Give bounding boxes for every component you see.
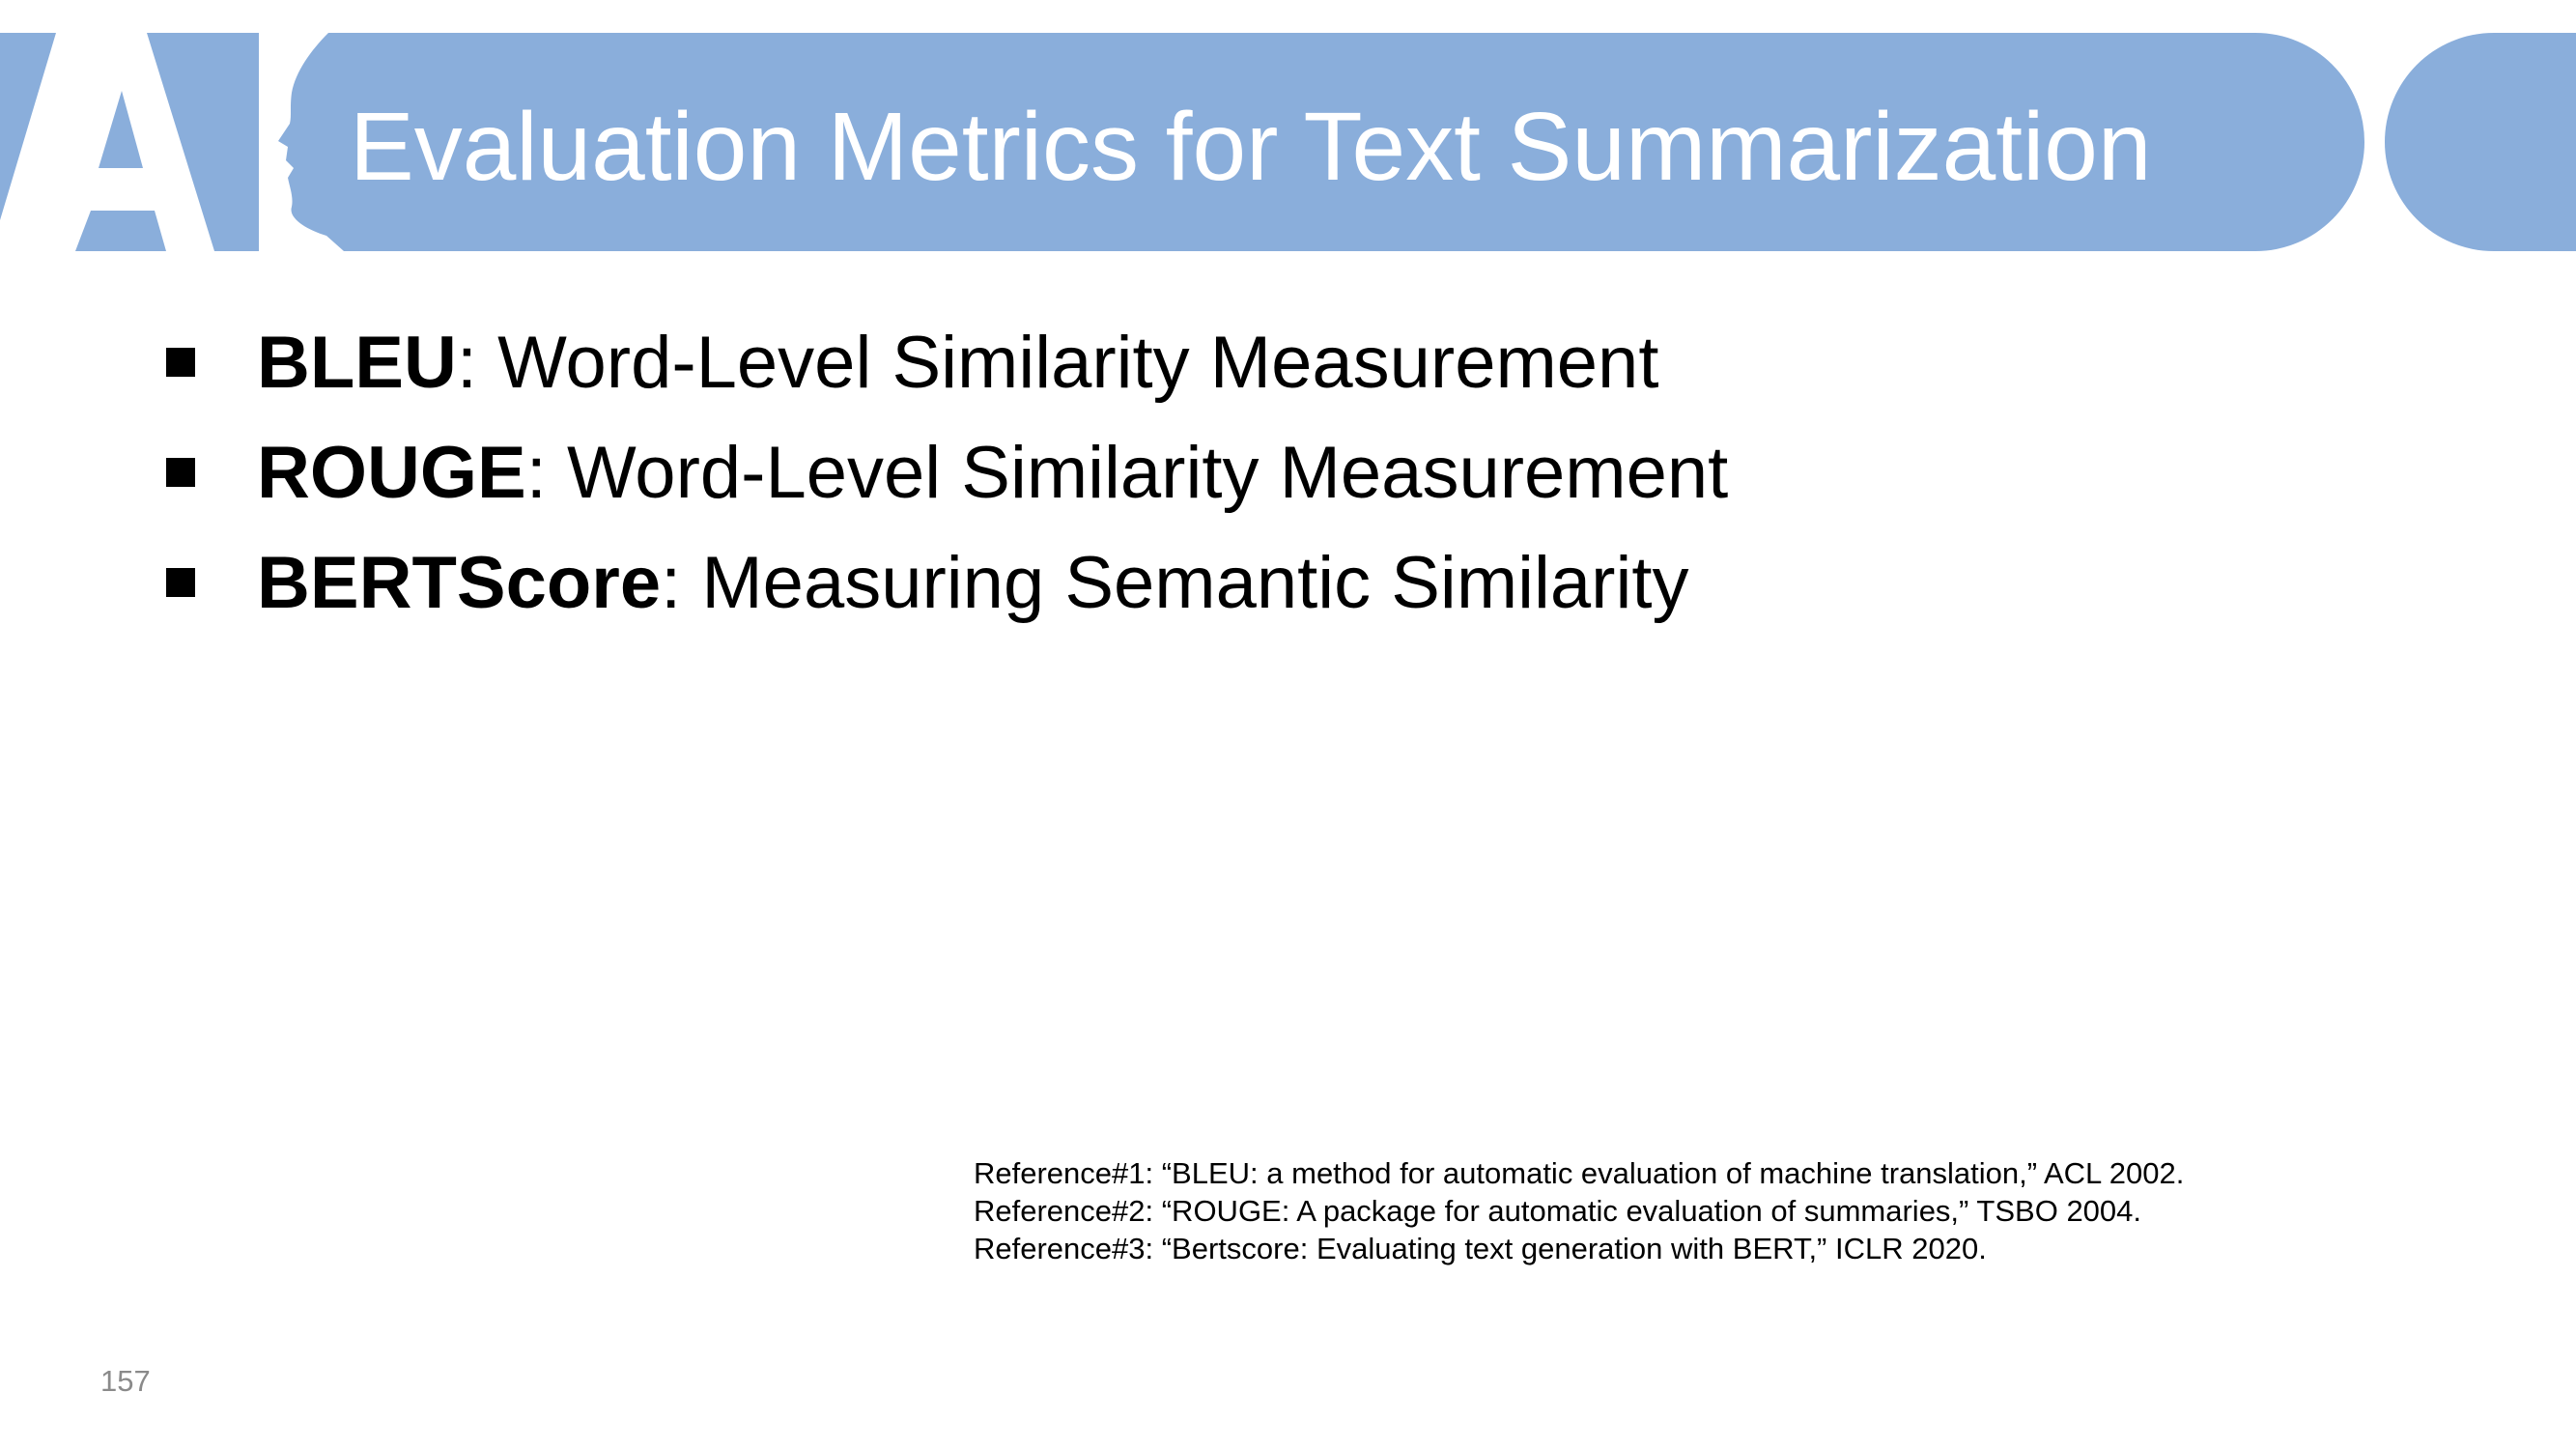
square-bullet-icon: [166, 568, 195, 597]
bullet-description: Word-Level Similarity Measurement: [546, 431, 1729, 514]
slide-title: Evaluation Metrics for Text Summarizatio…: [350, 93, 2152, 201]
bullet-separator: :: [525, 431, 547, 514]
square-bullet-icon: [166, 348, 195, 377]
bullet-item-bleu: BLEU: Word-Level Similarity Measurement: [166, 307, 1728, 417]
reference-3: Reference#3: “Bertscore: Evaluating text…: [974, 1232, 1987, 1265]
bullet-term: BLEU: [257, 321, 457, 404]
banner-graphic: [0, 33, 2576, 251]
bullet-description: Measuring Semantic Similarity: [681, 541, 1689, 624]
bullet-list: BLEU: Word-Level Similarity Measurement …: [166, 307, 1728, 638]
bullet-item-rouge: ROUGE: Word-Level Similarity Measurement: [166, 417, 1728, 527]
bullet-term: BERTScore: [257, 541, 662, 624]
bullet-separator: :: [661, 541, 682, 624]
bullet-separator: :: [456, 321, 478, 404]
references-block: Reference#1: “BLEU: a method for automat…: [974, 1154, 2184, 1267]
reference-2: Reference#2: “ROUGE: A package for autom…: [974, 1194, 2142, 1228]
bullet-term: ROUGE: [257, 431, 526, 514]
bullet-item-bertscore: BERTScore: Measuring Semantic Similarity: [166, 527, 1728, 638]
ai-logo-icon: [0, 33, 344, 251]
bullet-description: Word-Level Similarity Measurement: [477, 321, 1659, 404]
page-number: 157: [100, 1364, 151, 1398]
title-banner: [0, 0, 2576, 253]
square-bullet-icon: [166, 458, 195, 487]
reference-1: Reference#1: “BLEU: a method for automat…: [974, 1156, 2185, 1190]
